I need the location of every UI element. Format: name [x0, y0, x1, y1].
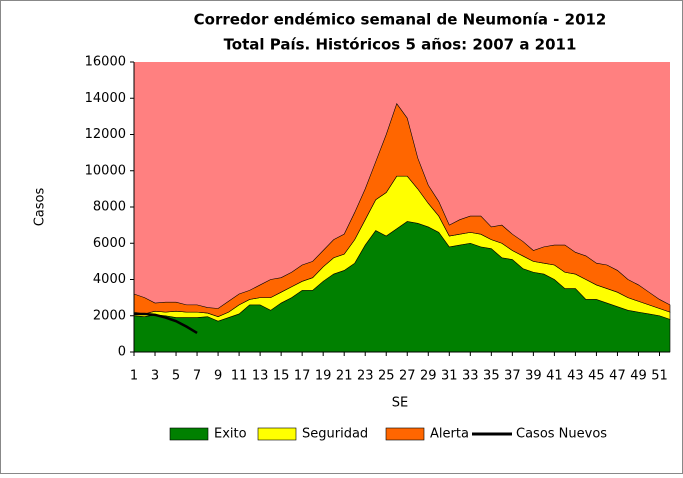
x-tick-label: 51: [651, 369, 668, 384]
x-tick-label: 17: [294, 369, 311, 384]
y-tick-label: 4000: [93, 272, 126, 287]
x-tick-label: 35: [483, 369, 500, 384]
legend-label: Exito: [214, 427, 247, 442]
y-axis-label: Casos: [33, 188, 48, 227]
y-tick-label: 14000: [85, 91, 126, 106]
x-tick-label: 31: [441, 369, 458, 384]
legend-label: Casos Nuevos: [516, 427, 607, 442]
chart-title: Corredor endémico semanal de Neumonía - …: [194, 11, 607, 29]
x-tick-label: 19: [315, 369, 332, 384]
legend-label: Alerta: [430, 427, 469, 442]
x-tick-label: 7: [193, 369, 201, 384]
x-tick-label: 29: [420, 369, 437, 384]
x-axis-label: SE: [392, 396, 408, 411]
legend-swatch: [169, 427, 209, 441]
x-tick-label: 25: [378, 369, 395, 384]
x-tick-label: 33: [462, 369, 479, 384]
x-tick-label: 21: [336, 369, 353, 384]
line: [134, 312, 198, 335]
x-tick-label: 49: [630, 369, 647, 384]
x-tick-label: 39: [525, 369, 542, 384]
x-tick-label: 1: [130, 369, 138, 384]
x-tick-label: 45: [588, 369, 605, 384]
y-tick-label: 6000: [93, 236, 126, 251]
area: [133, 103, 671, 317]
x-tick-label: 9: [214, 369, 222, 384]
legend-swatch: [385, 427, 425, 441]
y-tick-label: 16000: [85, 55, 126, 70]
x-tick-label: 37: [504, 369, 521, 384]
x-tick-label: 3: [151, 369, 159, 384]
y-tick-label: 2000: [93, 308, 126, 323]
x-tick-label: 27: [399, 369, 416, 384]
legend-label: Seguridad: [302, 427, 368, 442]
y-tick-label: 8000: [93, 200, 126, 215]
chart-subtitle: Total País. Históricos 5 años: 2007 a 20…: [224, 36, 577, 54]
y-tick-label: 10000: [85, 163, 126, 178]
x-tick-label: 13: [252, 369, 269, 384]
x-tick-label: 11: [231, 369, 248, 384]
x-tick-label: 47: [609, 369, 626, 384]
x-tick-label: 15: [273, 369, 290, 384]
x-tick-label: 23: [357, 369, 374, 384]
x-tick-label: 41: [546, 369, 563, 384]
x-tick-label: 5: [172, 369, 180, 384]
y-tick-label: 12000: [85, 127, 126, 142]
legend-swatch: [257, 427, 297, 441]
y-tick-label: 0: [118, 345, 126, 360]
x-tick-label: 43: [567, 369, 584, 384]
